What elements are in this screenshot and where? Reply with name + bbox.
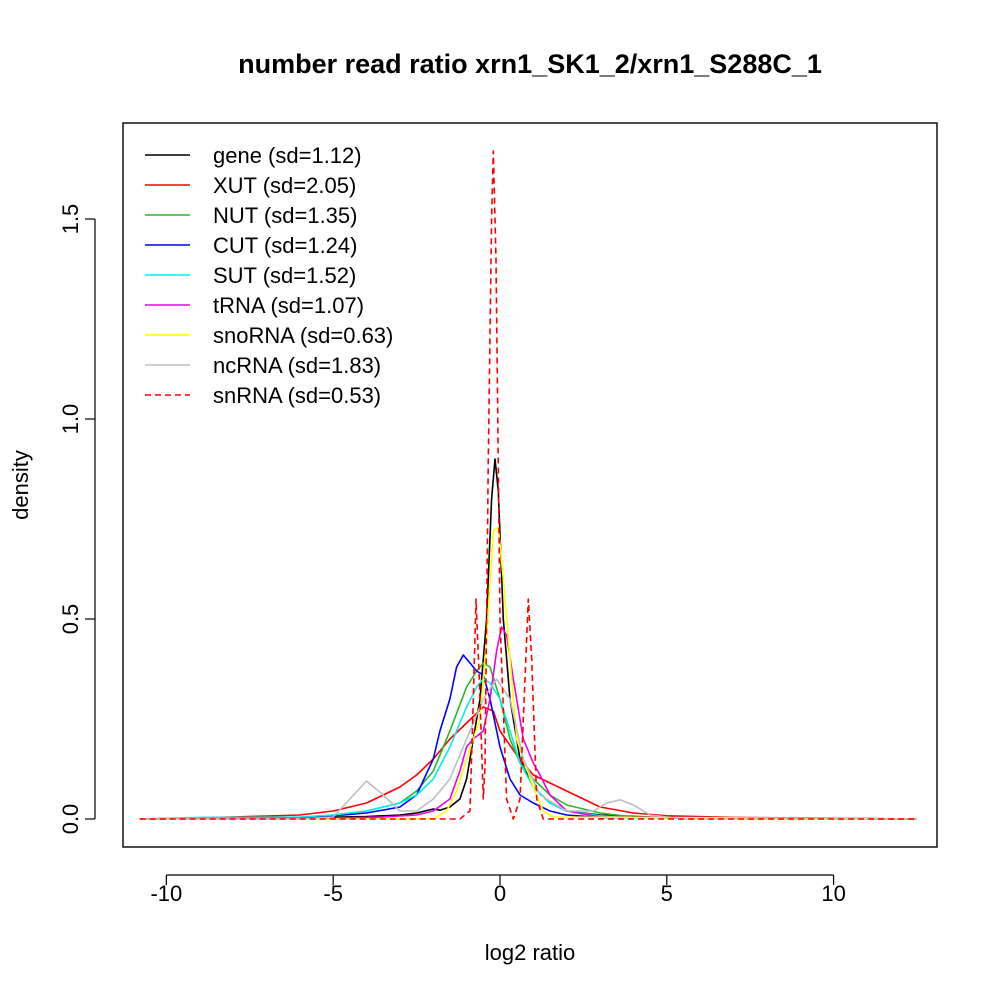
series-layer: [139, 150, 918, 820]
x-tick-label: -5: [323, 881, 343, 906]
plot-frame: [122, 122, 938, 848]
x-tick-label: 5: [661, 881, 673, 906]
x-axis: -10 -5 0 5 10: [150, 874, 846, 906]
y-tick-label: 1.5: [58, 204, 83, 235]
legend-label: tRNA (sd=1.07): [213, 293, 364, 318]
legend-label: NUT (sd=1.35): [213, 203, 357, 228]
x-tick-label: 0: [494, 881, 506, 906]
series-line-6: [139, 526, 918, 820]
legend-label: snRNA (sd=0.53): [213, 383, 381, 408]
x-tick-label: -10: [150, 881, 182, 906]
series-line-8: [139, 150, 917, 820]
y-tick-label: 0.0: [58, 804, 83, 835]
y-axis-label: density: [8, 450, 33, 520]
y-axis: 0.0 0.5 1.0 1.5: [58, 204, 96, 835]
series-line-7: [139, 678, 917, 820]
legend-label: gene (sd=1.12): [213, 143, 362, 168]
legend-label: XUT (sd=2.05): [213, 173, 356, 198]
legend-label: snoRNA (sd=0.63): [213, 323, 393, 348]
x-axis-label: log2 ratio: [485, 940, 576, 965]
series-line-0: [139, 458, 918, 820]
series-line-5: [139, 626, 918, 820]
y-tick-label: 1.0: [58, 404, 83, 435]
chart-title: number read ratio xrn1_SK1_2/xrn1_S288C_…: [238, 49, 822, 79]
y-tick-label: 0.5: [58, 604, 83, 635]
series-line-2: [139, 662, 918, 820]
legend-label: ncRNA (sd=1.83): [213, 353, 381, 378]
x-tick-label: 10: [821, 881, 845, 906]
series-line-4: [139, 678, 918, 820]
legend-label: SUT (sd=1.52): [213, 263, 356, 288]
legend: gene (sd=1.12) XUT (sd=2.05) NUT (sd=1.35)…: [145, 143, 393, 408]
series-line-1: [139, 706, 918, 820]
series-line-3: [139, 654, 918, 820]
legend-label: CUT (sd=1.24): [213, 233, 357, 258]
